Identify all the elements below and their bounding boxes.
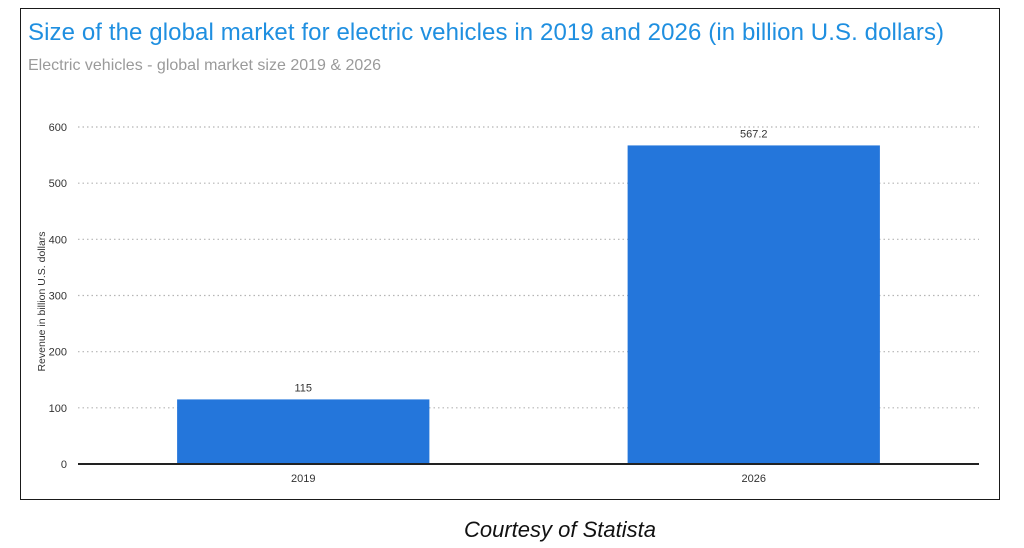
- bar-value-label: 115: [294, 382, 312, 394]
- y-tick-label: 0: [61, 459, 67, 471]
- y-tick-label: 200: [49, 347, 67, 359]
- x-tick-label: 2019: [291, 473, 315, 485]
- chart-subtitle: Electric vehicles - global market size 2…: [28, 57, 382, 74]
- y-tick-label: 100: [49, 403, 67, 415]
- bar-2019: [177, 399, 430, 464]
- chart-frame: Size of the global market for electric v…: [20, 8, 1000, 500]
- y-axis-title: Revenue in billion U.S. dollars: [36, 231, 48, 371]
- image-caption: Courtesy of Statista: [464, 517, 656, 542]
- y-tick-label: 300: [49, 291, 67, 303]
- x-tick-label: 2026: [742, 473, 766, 485]
- y-tick-label: 600: [49, 122, 67, 134]
- y-tick-label: 400: [49, 234, 67, 246]
- bar-chart-plot: 0 100 200 300 400 500 600 Revenue in billion U.…: [36, 122, 979, 485]
- bar-value-label: 567.2: [740, 128, 768, 140]
- y-tick-label: 500: [49, 178, 67, 190]
- chart-title: Size of the global market for electric v…: [28, 19, 945, 46]
- bar-2026: [627, 145, 880, 464]
